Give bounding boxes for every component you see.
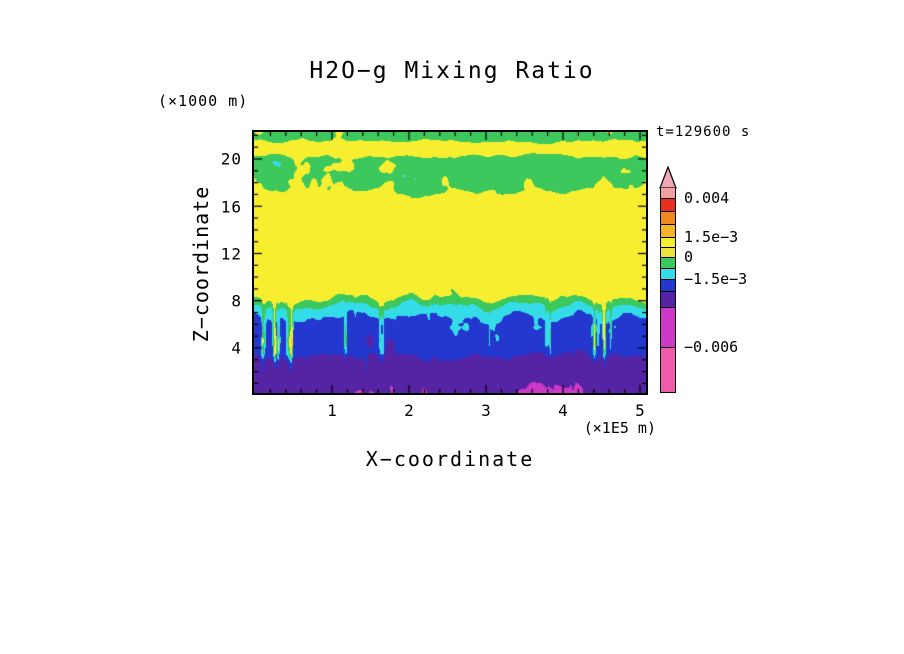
contour-plot-canvas xyxy=(254,132,646,393)
x-tick-label: 2 xyxy=(404,401,414,420)
y-tick-label: 8 xyxy=(231,291,242,311)
x-tick-label: 5 xyxy=(635,401,645,420)
colorbar-segment xyxy=(661,307,675,347)
colorbar-tick-label: −1.5e−3 xyxy=(684,270,748,288)
colorbar xyxy=(660,188,676,393)
colorbar-overflow-arrow-icon xyxy=(659,166,677,189)
x-tick-label: 4 xyxy=(558,401,568,420)
colorbar-segment xyxy=(661,257,675,268)
colorbar-tick-label: −0.006 xyxy=(684,338,739,356)
colorbar-segment xyxy=(661,198,675,211)
colorbar-segment xyxy=(661,211,675,224)
colorbar-segment xyxy=(661,291,675,307)
x-axis-unit-label: (×1E5 m) xyxy=(583,419,656,437)
colorbar-segment xyxy=(661,237,675,247)
colorbar-tick-label: 0.004 xyxy=(684,189,730,207)
y-tick-label: 20 xyxy=(220,149,242,169)
x-axis-label: X−coordinate xyxy=(365,447,535,471)
y-tick-label: 12 xyxy=(220,244,242,264)
colorbar-segment xyxy=(661,347,675,392)
colorbar-segment xyxy=(661,279,675,291)
time-annotation: t=129600 s xyxy=(656,124,751,140)
y-tick-label: 4 xyxy=(231,338,242,358)
colorbar-segment xyxy=(661,188,675,198)
chart-title: H2O−g Mixing Ratio xyxy=(309,58,595,84)
colorbar-segment xyxy=(661,268,675,279)
colorbar-tick-label: 0 xyxy=(684,248,694,266)
x-tick-label: 1 xyxy=(327,401,337,420)
colorbar-segment xyxy=(661,247,675,257)
x-tick-label: 3 xyxy=(481,401,491,420)
y-tick-label: 16 xyxy=(220,197,242,217)
plot-area xyxy=(252,130,648,395)
y-axis-unit-label: (×1000 m) xyxy=(158,92,249,110)
colorbar-segment xyxy=(661,224,675,237)
colorbar-tick-label: 1.5e−3 xyxy=(684,228,739,246)
